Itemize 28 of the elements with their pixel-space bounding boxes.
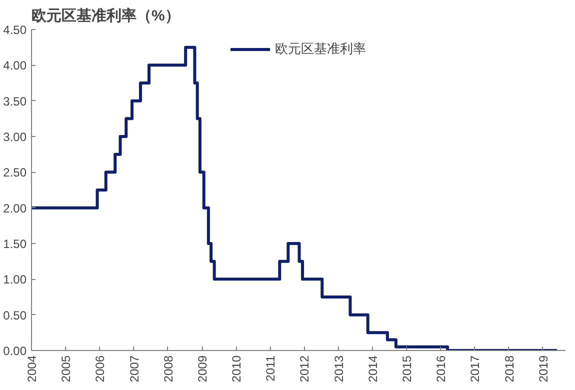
y-tick-label: 2.00 [3, 201, 27, 216]
x-tick-label: 2019 [536, 355, 550, 382]
y-tick-label: 0.00 [3, 344, 27, 358]
y-tick-label: 2.50 [3, 166, 27, 180]
x-tick-label: 2010 [230, 355, 244, 382]
x-tick-label: 2009 [196, 355, 210, 382]
y-tick-label: 3.00 [3, 130, 27, 144]
chart-title: 欧元区基准利率（%） [32, 6, 180, 24]
y-tick-label: 3.50 [3, 94, 27, 108]
x-tick-label: 2012 [298, 355, 312, 382]
y-tick-label: 4.50 [3, 23, 27, 37]
y-tick-label: 1.00 [3, 272, 27, 287]
y-tick-label: 1.50 [3, 237, 27, 251]
x-tick-label: 2008 [161, 355, 176, 382]
legend-label: 欧元区基准利率 [275, 40, 366, 58]
x-tick-label: 2017 [468, 355, 482, 382]
x-tick-label: 2013 [332, 355, 346, 382]
x-tick-label: 2007 [127, 355, 142, 382]
y-tick-label: 4.00 [3, 58, 27, 73]
x-tick-label: 2016 [434, 355, 448, 382]
x-tick-label: 2004 [25, 355, 39, 382]
x-tick-label: 2015 [400, 355, 414, 382]
x-tick-label: 2011 [264, 355, 278, 382]
x-tick-label: 2014 [366, 355, 380, 382]
x-tick-label: 2005 [59, 355, 74, 382]
y-tick-label: 0.50 [3, 308, 27, 322]
x-tick-label: 2006 [93, 355, 108, 382]
x-tick-label: 2018 [502, 355, 516, 382]
